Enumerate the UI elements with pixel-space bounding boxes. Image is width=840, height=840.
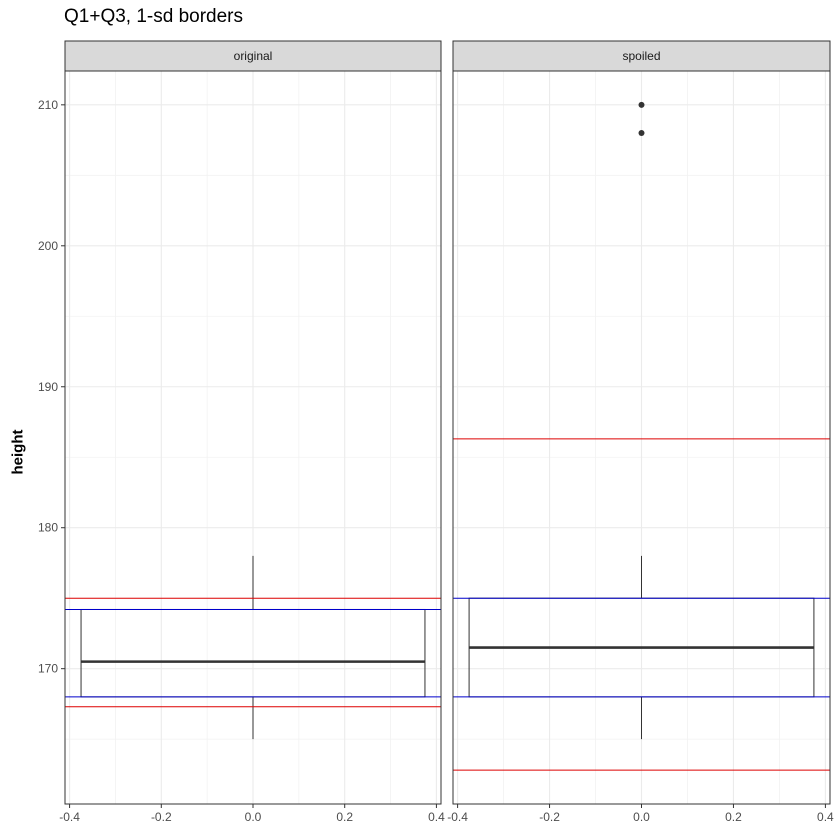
facet-label: original	[234, 49, 273, 63]
x-tick-label: -0.4	[59, 810, 80, 824]
x-tick-label: -0.2	[539, 810, 560, 824]
outlier-point	[638, 130, 645, 137]
x-tick-label: 0.4	[817, 810, 834, 824]
facet-label: spoiled	[622, 49, 660, 63]
x-tick-label: 0.4	[428, 810, 445, 824]
x-tick-label: -0.4	[447, 810, 468, 824]
y-tick-label: 170	[38, 662, 58, 676]
y-tick-label: 200	[38, 239, 58, 253]
facet-strip-original	[64, 40, 442, 72]
y-tick-label: 180	[38, 521, 58, 535]
outlier-point	[638, 101, 645, 108]
y-tick-label: 210	[38, 98, 58, 112]
x-tick-label: 0.0	[245, 810, 262, 824]
x-tick-label: 0.2	[336, 810, 353, 824]
y-tick-label: 190	[38, 380, 58, 394]
chart-title: Q1+Q3, 1-sd borders	[64, 6, 244, 27]
facet-strip-spoiled	[452, 40, 831, 72]
x-tick-label: 0.0	[633, 810, 650, 824]
x-tick-label: -0.2	[151, 810, 172, 824]
x-tick-label: 0.2	[725, 810, 742, 824]
